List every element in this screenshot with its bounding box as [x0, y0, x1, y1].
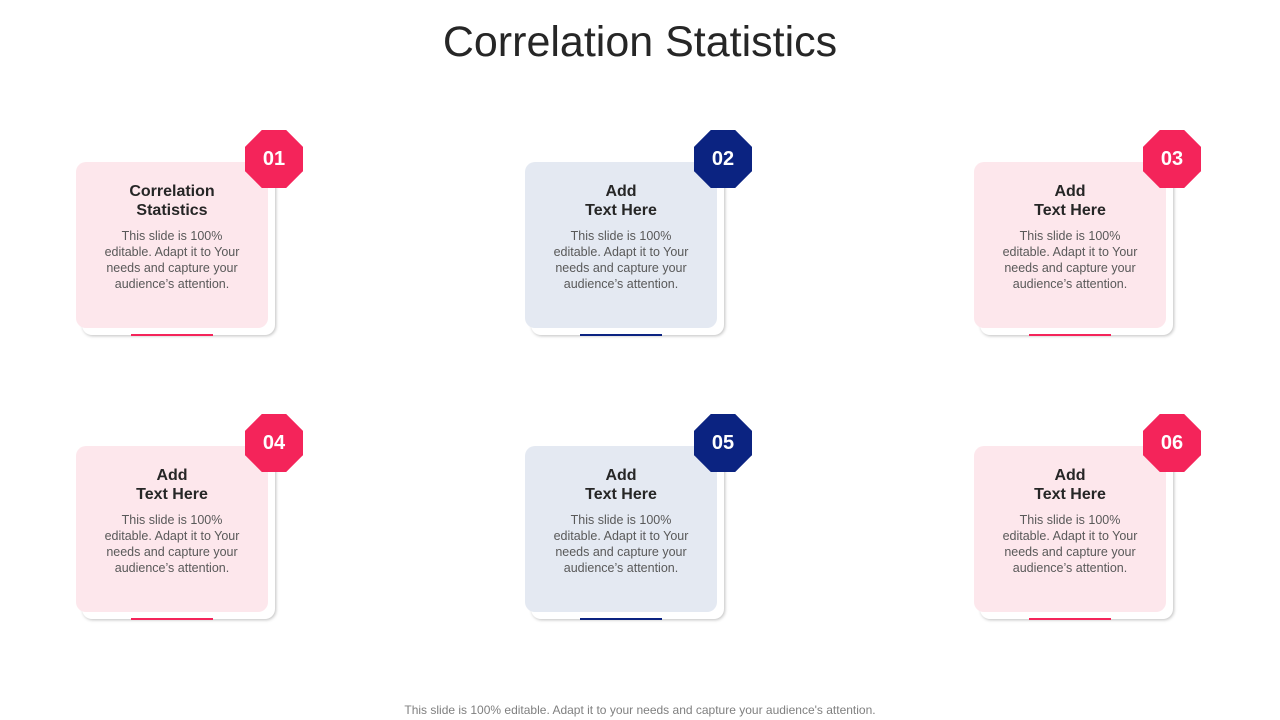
item-card-02: Add Text Here This slide is 100% editabl… — [525, 130, 755, 372]
slide-title: Correlation Statistics — [442, 18, 838, 66]
item-card-04: Add Text Here This slide is 100% editabl… — [76, 414, 306, 656]
card-body: Add Text Here This slide is 100% editabl… — [525, 162, 717, 328]
card-body: Add Text Here This slide is 100% editabl… — [525, 446, 717, 612]
item-card-06: Add Text Here This slide is 100% editabl… — [974, 414, 1204, 656]
number-badge-octagon: 03 — [1143, 130, 1201, 188]
card-body: Correlation Statistics This slide is 100… — [76, 162, 268, 328]
item-card-05: Add Text Here This slide is 100% editabl… — [525, 414, 755, 656]
card-body: Add Text Here This slide is 100% editabl… — [974, 162, 1166, 328]
card-accent-bar — [1029, 618, 1111, 620]
footer-note: This slide is 100% editable. Adapt it to… — [404, 703, 876, 717]
card-text: This slide is 100% editable. Adapt it to… — [104, 513, 240, 575]
card-text: This slide is 100% editable. Adapt it to… — [104, 229, 240, 291]
card-text: This slide is 100% editable. Adapt it to… — [553, 229, 689, 291]
card-accent-bar — [580, 618, 662, 620]
item-card-01: Correlation Statistics This slide is 100… — [76, 130, 306, 372]
card-heading: Add Text Here — [1034, 467, 1106, 503]
card-body: Add Text Here This slide is 100% editabl… — [974, 446, 1166, 612]
card-body: Add Text Here This slide is 100% editabl… — [76, 446, 268, 612]
number-badge-octagon: 04 — [245, 414, 303, 472]
number-badge-octagon: 02 — [694, 130, 752, 188]
item-card-03: Add Text Here This slide is 100% editabl… — [974, 130, 1204, 372]
card-accent-bar — [131, 334, 213, 336]
card-heading: Add Text Here — [1034, 183, 1106, 219]
number-badge-octagon: 06 — [1143, 414, 1201, 472]
card-accent-bar — [580, 334, 662, 336]
card-heading: Add Text Here — [585, 183, 657, 219]
card-accent-bar — [1029, 334, 1111, 336]
card-heading: Correlation Statistics — [129, 183, 215, 219]
card-heading: Add Text Here — [136, 467, 208, 503]
card-text: This slide is 100% editable. Adapt it to… — [553, 513, 689, 575]
number-badge-octagon: 05 — [694, 414, 752, 472]
card-heading: Add Text Here — [585, 467, 657, 503]
card-text: This slide is 100% editable. Adapt it to… — [1002, 229, 1138, 291]
number-badge-octagon: 01 — [245, 130, 303, 188]
card-text: This slide is 100% editable. Adapt it to… — [1002, 513, 1138, 575]
card-accent-bar — [131, 618, 213, 620]
